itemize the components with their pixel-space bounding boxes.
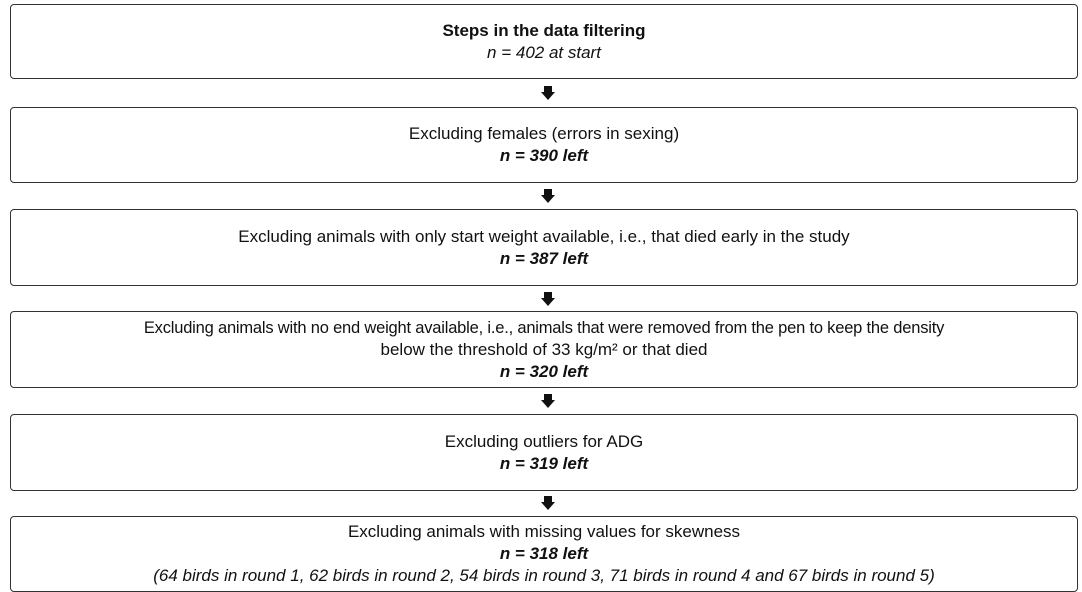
arrow	[541, 496, 555, 510]
step-box: Excluding animals with missing values fo…	[10, 516, 1078, 592]
step-count: n = 319 left	[499, 453, 589, 473]
arrow	[541, 394, 555, 408]
step-count: n = 318 left	[499, 544, 589, 563]
step-note: (64 birds in round 1, 62 birds in round …	[153, 566, 935, 585]
step-text: Excluding animals with missing values fo…	[347, 522, 741, 541]
step-box: Excluding animals with only start weight…	[10, 209, 1078, 286]
step-text: Excluding outliers for ADG	[444, 431, 644, 451]
step-box: Excluding animals with no end weight ava…	[10, 311, 1078, 388]
step-text: Excluding animals with no end weight ava…	[143, 318, 945, 337]
step-count: n = 320 left	[499, 361, 589, 381]
step-text: below the threshold of 33 kg/m² or that …	[380, 339, 708, 359]
step-text: Excluding animals with only start weight…	[238, 226, 850, 246]
step-count: n = 390 left	[499, 146, 589, 165]
step-count: n = 402 at start	[487, 42, 601, 62]
step-box: Excluding females (errors in sexing) n =…	[10, 107, 1078, 183]
step-box: Steps in the data filtering n = 402 at s…	[10, 4, 1078, 79]
arrow	[541, 189, 555, 203]
arrow	[541, 292, 555, 306]
step-text: Steps in the data filtering	[442, 20, 646, 40]
step-count: n = 387 left	[499, 248, 589, 268]
step-text: Excluding females (errors in sexing)	[408, 124, 680, 143]
step-box: Excluding outliers for ADG n = 319 left	[10, 414, 1078, 491]
arrow	[541, 86, 555, 100]
